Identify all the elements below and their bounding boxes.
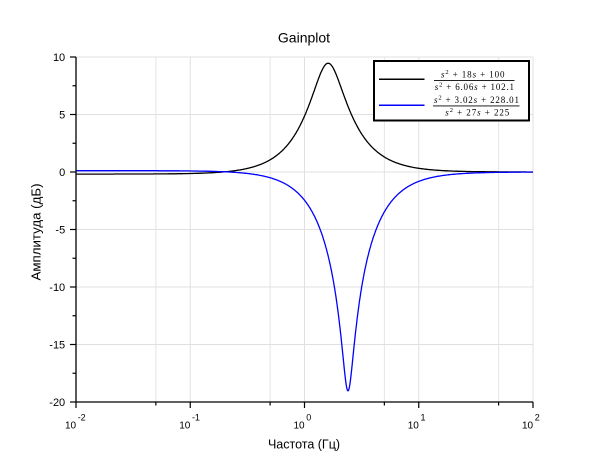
svg-text:-15: -15 (49, 340, 65, 352)
svg-text:-5: -5 (55, 225, 65, 237)
svg-text:s2 + 6.06s + 102.1: s2 + 6.06s + 102.1 (435, 82, 514, 92)
svg-text:s2 + 3.02s + 228.01: s2 + 3.02s + 228.01 (434, 95, 519, 105)
svg-text:Частота (Гц): Частота (Гц) (268, 438, 340, 452)
svg-text:5: 5 (59, 110, 65, 122)
svg-text:s2 + 18s + 100: s2 + 18s + 100 (441, 69, 505, 79)
svg-text:-20: -20 (49, 397, 65, 409)
svg-text:s2 + 27s + 225: s2 + 27s + 225 (445, 107, 510, 117)
svg-text:2: 2 (535, 413, 540, 423)
svg-text:-2: -2 (78, 413, 86, 423)
svg-text:10: 10 (408, 421, 420, 432)
svg-text:-1: -1 (192, 413, 200, 423)
svg-text:10: 10 (65, 421, 77, 432)
svg-text:1: 1 (420, 413, 425, 423)
svg-text:10: 10 (294, 421, 306, 432)
svg-text:Амплитуда (дБ): Амплитуда (дБ) (29, 183, 44, 280)
svg-text:Gainplot: Gainplot (278, 30, 330, 46)
svg-text:10: 10 (179, 421, 191, 432)
svg-text:0: 0 (59, 167, 65, 179)
svg-text:-10: -10 (49, 282, 65, 294)
svg-text:10: 10 (53, 52, 65, 64)
svg-text:10: 10 (522, 421, 534, 432)
svg-text:0: 0 (306, 413, 311, 423)
